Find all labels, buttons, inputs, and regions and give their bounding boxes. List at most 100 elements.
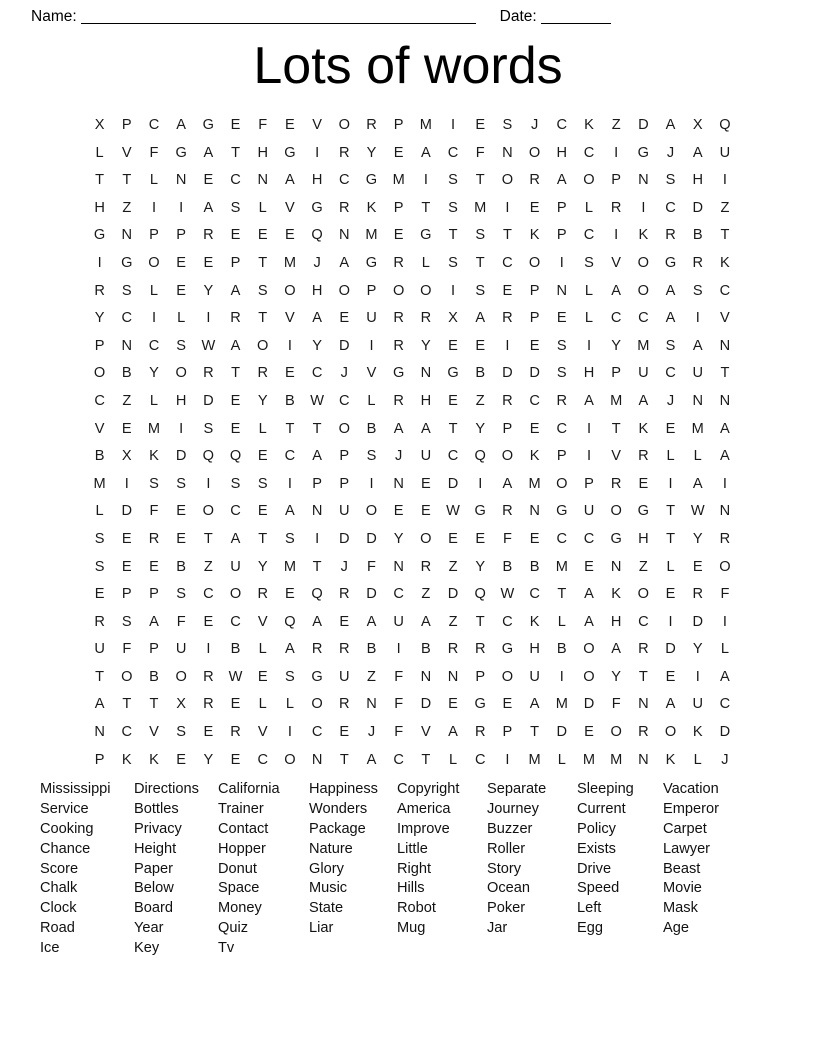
grid-cell[interactable]: T	[448, 420, 458, 437]
grid-cell[interactable]: Y	[475, 558, 486, 575]
grid-cell[interactable]: E	[529, 337, 540, 354]
grid-cell[interactable]: L	[584, 282, 594, 299]
grid-cell[interactable]: N	[610, 558, 622, 575]
grid-cell[interactable]: V	[366, 365, 377, 382]
grid-cell[interactable]: N	[638, 696, 649, 713]
grid-cell[interactable]: B	[176, 558, 187, 575]
grid-cell[interactable]: S	[203, 420, 214, 437]
grid-cell[interactable]: A	[366, 613, 377, 630]
grid-cell[interactable]: K	[638, 420, 649, 437]
grid-cell[interactable]: V	[285, 310, 295, 327]
grid-cell[interactable]: I	[369, 337, 374, 354]
grid-cell[interactable]: M	[610, 751, 623, 768]
grid-cell[interactable]: E	[339, 613, 350, 630]
grid-cell[interactable]: N	[257, 172, 268, 189]
word-list-item[interactable]: Board	[134, 900, 173, 917]
grid-cell[interactable]: L	[720, 641, 729, 658]
grid-cell[interactable]: G	[311, 668, 323, 685]
grid-cell[interactable]: O	[501, 448, 514, 465]
grid-cell[interactable]: E	[203, 172, 214, 189]
grid-cell[interactable]: P	[149, 227, 159, 244]
grid-cell[interactable]: C	[447, 448, 459, 465]
grid-cell[interactable]: V	[611, 254, 622, 271]
grid-cell[interactable]: B	[502, 558, 513, 575]
grid-cell[interactable]: T	[421, 751, 431, 768]
grid-cell[interactable]: D	[447, 475, 459, 492]
grid-cell[interactable]: P	[529, 282, 540, 299]
grid-cell[interactable]: M	[691, 420, 704, 437]
grid-cell[interactable]: T	[149, 696, 159, 713]
grid-cell[interactable]: Q	[202, 448, 215, 465]
grid-cell[interactable]: E	[502, 282, 513, 299]
grid-cell[interactable]: U	[692, 365, 703, 382]
grid-cell[interactable]: C	[121, 724, 133, 741]
grid-cell[interactable]: F	[122, 641, 132, 658]
grid-cell[interactable]: L	[258, 199, 267, 216]
word-list-item[interactable]: Nature	[309, 840, 353, 857]
grid-cell[interactable]: N	[393, 558, 404, 575]
grid-cell[interactable]: B	[121, 365, 132, 382]
grid-cell[interactable]: B	[94, 448, 105, 465]
grid-cell[interactable]: L	[421, 254, 430, 271]
grid-cell[interactable]: W	[500, 586, 515, 603]
grid-cell[interactable]: D	[447, 586, 459, 603]
grid-cell[interactable]: F	[176, 613, 186, 630]
grid-cell[interactable]: R	[203, 227, 214, 244]
grid-cell[interactable]: S	[94, 558, 105, 575]
grid-cell[interactable]: L	[557, 751, 566, 768]
grid-cell[interactable]: A	[665, 282, 676, 299]
grid-cell[interactable]: A	[692, 144, 703, 161]
grid-cell[interactable]: F	[149, 503, 159, 520]
grid-cell[interactable]: O	[365, 503, 378, 520]
grid-cell[interactable]: O	[637, 586, 650, 603]
grid-cell[interactable]: E	[176, 751, 187, 768]
grid-cell[interactable]: A	[420, 420, 431, 437]
grid-cell[interactable]: O	[284, 751, 296, 768]
grid-cell[interactable]: D	[121, 503, 133, 520]
word-list-item[interactable]: California	[218, 781, 280, 797]
grid-cell[interactable]: L	[557, 613, 566, 630]
grid-cell[interactable]: Q	[474, 586, 486, 603]
grid-cell[interactable]: R	[311, 641, 323, 658]
grid-cell[interactable]: I	[668, 475, 673, 492]
grid-cell[interactable]: A	[285, 503, 295, 520]
grid-cell[interactable]: R	[638, 724, 649, 741]
grid-cell[interactable]: C	[583, 144, 595, 161]
word-list-item[interactable]: Paper	[134, 860, 173, 877]
grid-cell[interactable]: V	[257, 724, 268, 741]
grid-cell[interactable]: D	[665, 641, 676, 658]
grid-cell[interactable]: Z	[122, 199, 132, 216]
grid-cell[interactable]: R	[502, 503, 513, 520]
grid-cell[interactable]: W	[201, 337, 216, 354]
grid-cell[interactable]: D	[719, 724, 731, 741]
grid-cell[interactable]: S	[230, 199, 241, 216]
grid-cell[interactable]: Y	[475, 420, 486, 437]
grid-cell[interactable]: T	[285, 420, 295, 437]
grid-cell[interactable]: V	[94, 420, 105, 437]
grid-cell[interactable]: Q	[474, 448, 486, 465]
grid-cell[interactable]: A	[611, 282, 622, 299]
grid-cell[interactable]: Y	[611, 337, 622, 354]
grid-cell[interactable]: H	[94, 199, 105, 216]
grid-cell[interactable]: N	[556, 282, 568, 299]
grid-cell[interactable]: E	[176, 282, 187, 299]
grid-cell[interactable]: O	[175, 668, 187, 685]
grid-cell[interactable]: E	[230, 696, 241, 713]
grid-cell[interactable]: Y	[420, 337, 431, 354]
word-list-item[interactable]: Space	[218, 880, 260, 897]
date-write-line[interactable]	[540, 23, 611, 24]
grid-cell[interactable]: U	[366, 310, 377, 327]
grid-cell[interactable]: L	[693, 751, 702, 768]
grid-cell[interactable]: E	[257, 668, 268, 685]
grid-cell[interactable]: I	[451, 117, 456, 133]
grid-cell[interactable]: R	[94, 282, 105, 299]
word-list-item[interactable]: Mask	[663, 900, 698, 917]
grid-cell[interactable]: N	[692, 392, 703, 409]
word-list-item[interactable]: Trainer	[218, 800, 264, 817]
grid-cell[interactable]: I	[586, 420, 591, 437]
grid-cell[interactable]: O	[175, 365, 187, 382]
word-list-item[interactable]: Lawyer	[663, 840, 711, 857]
grid-cell[interactable]: Z	[367, 668, 376, 685]
grid-cell[interactable]: C	[311, 724, 323, 741]
grid-cell[interactable]: C	[610, 310, 622, 327]
